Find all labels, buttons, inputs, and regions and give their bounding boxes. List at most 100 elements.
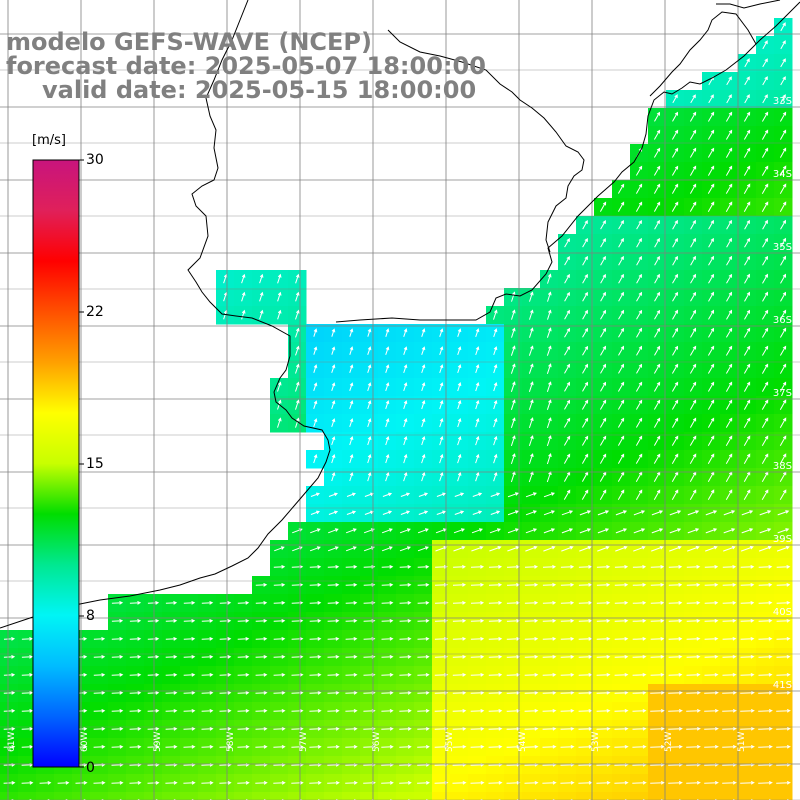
wind-arrow [654,111,660,122]
wind-arrow [650,564,665,569]
wind-arrow [636,255,642,266]
wind-arrow [596,618,611,623]
wind-arrow [493,363,498,374]
wind-arrow [403,328,408,337]
wind-arrow [488,780,503,785]
wind-arrow [690,237,696,248]
colorbar-tick-label: 30 [86,152,104,168]
wind-arrow [725,111,733,122]
wind-arrow [309,600,322,605]
wind-arrow [561,528,574,534]
wind-arrow [563,417,571,428]
wind-arrow [417,528,429,534]
wind-arrow [488,708,503,713]
wind-arrow [255,744,268,749]
wind-arrow [723,510,736,516]
wind-arrow [636,220,642,230]
wind-cell [738,792,757,800]
wind-arrow [381,636,394,641]
wind-arrow [542,636,557,641]
wind-arrow [743,381,751,392]
wind-arrow [273,672,286,677]
longitude-label: 56W [372,732,382,752]
wind-cell [612,792,631,800]
wind-arrow [452,780,467,785]
wind-arrow [722,690,737,695]
wind-arrow [690,219,696,230]
wind-arrow [686,780,701,785]
wind-arrow [780,219,787,230]
wind-arrow [654,345,660,356]
wind-arrow [201,618,214,623]
wind-arrow [761,165,769,176]
wind-arrow [510,453,516,465]
wind-arrow [687,528,700,534]
wind-arrow [690,309,697,320]
wind-arrow [600,291,606,302]
wind-arrow [560,564,575,569]
wind-arrow [385,400,390,410]
wind-arrow [493,435,498,446]
wind-arrow [399,744,412,749]
wind-arrow [452,654,467,659]
wind-arrow [111,618,124,623]
wind-arrow [399,618,412,623]
wind-arrow [761,489,769,501]
wind-arrow [165,708,178,713]
wind-arrow [762,291,768,302]
wind-arrow [273,636,286,641]
wind-arrow [632,672,647,677]
wind-arrow [400,510,411,515]
wind-arrow [564,291,570,302]
wind-arrow [381,546,393,552]
wind-arrow [129,600,142,605]
wind-arrow [309,708,322,713]
wind-arrow [201,744,214,749]
wind-arrow [561,546,574,552]
wind-arrow [600,327,607,338]
wind-arrow [564,256,570,266]
wind-arrow [597,510,610,516]
latitude-label: 36S [773,315,792,326]
wind-arrow [759,528,772,534]
wind-arrow [183,672,196,677]
wind-arrow [582,238,588,248]
wind-arrow [470,780,485,785]
wind-arrow [596,744,611,749]
wind-arrow [653,129,661,140]
wind-arrow [614,618,629,623]
wind-arrow [506,726,521,731]
wind-arrow [310,528,321,534]
wind-arrow [345,654,358,659]
wind-arrow [779,363,787,374]
wind-arrow [600,381,606,392]
wind-arrow [546,452,552,465]
wind-arrow [614,708,629,713]
wind-arrow [439,471,444,482]
wind-arrow [524,654,539,659]
wind-arrow [564,309,570,320]
wind-arrow [779,417,787,428]
wind-arrow [740,600,755,605]
wind-arrow [708,309,714,320]
wind-arrow [349,436,354,446]
longitude-label: 59W [153,732,163,752]
wind-arrow [542,780,557,785]
wind-arrow [165,672,178,677]
wind-arrow [761,201,769,212]
wind-arrow [653,381,661,392]
wind-arrow [345,636,358,641]
wind-arrow [418,492,429,497]
wind-arrow [277,291,282,302]
wind-arrow [400,492,411,497]
wind-arrow [241,291,246,302]
wind-arrow [779,453,787,465]
wind-arrow [219,780,232,785]
wind-arrow [434,726,449,731]
wind-arrow [421,382,426,392]
wind-arrow [129,672,142,677]
wind-arrow [672,219,678,230]
wind-arrow [543,546,556,552]
wind-arrow [614,600,629,605]
